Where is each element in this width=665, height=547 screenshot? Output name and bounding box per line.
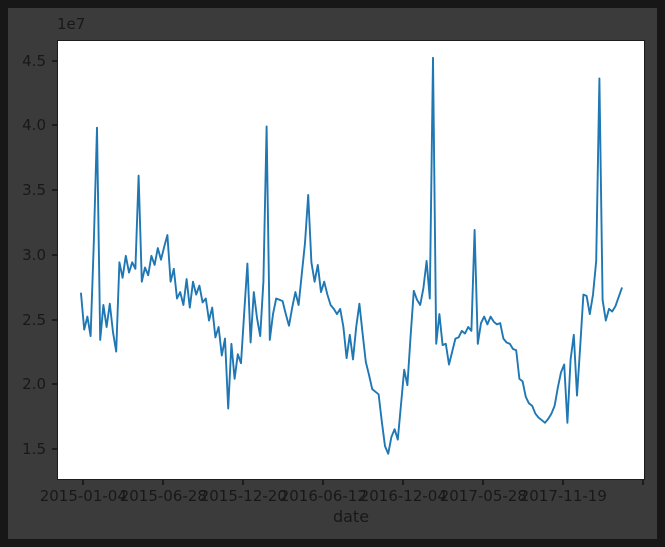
x-tick-label: 2017-05-28 (439, 487, 527, 505)
y-tick-label: 4.0 (22, 116, 46, 135)
y-tick-mark (52, 253, 57, 256)
x-tick-mark (82, 480, 85, 485)
y-axis-offset-label: 1e7 (57, 15, 86, 33)
line-chart-canvas (80, 56, 623, 455)
x-tick-label: 2016-06-12 (279, 487, 367, 505)
y-tick-mark (52, 318, 57, 321)
x-tick-label: 2015-01-04 (39, 487, 127, 505)
y-tick-mark (52, 124, 57, 127)
x-axis-title: date (332, 507, 370, 526)
x-tick-mark (162, 480, 165, 485)
x-tick-mark (562, 480, 565, 485)
x-tick-label: 2016-12-04 (359, 487, 447, 505)
x-tick-label: 2015-12-20 (199, 487, 287, 505)
x-tick-label: 2015-06-28 (119, 487, 207, 505)
y-tick-mark (52, 447, 57, 450)
y-tick-label: 1.5 (22, 439, 46, 458)
y-tick-label: 3.0 (22, 245, 46, 264)
y-tick-mark (52, 189, 57, 192)
x-tick-mark (482, 480, 485, 485)
x-tick-label: 2017-11-19 (519, 487, 607, 505)
data-series-line (80, 56, 623, 455)
x-tick-mark (642, 480, 645, 485)
y-tick-label: 2.0 (22, 375, 46, 394)
plot-area (57, 40, 645, 480)
y-tick-label: 2.5 (22, 310, 46, 329)
x-tick-mark (402, 480, 405, 485)
y-tick-label: 3.5 (22, 181, 46, 200)
x-tick-mark (242, 480, 245, 485)
y-tick-mark (52, 383, 57, 386)
y-tick-mark (52, 59, 57, 62)
x-tick-mark (322, 480, 325, 485)
y-tick-label: 4.5 (22, 51, 46, 70)
